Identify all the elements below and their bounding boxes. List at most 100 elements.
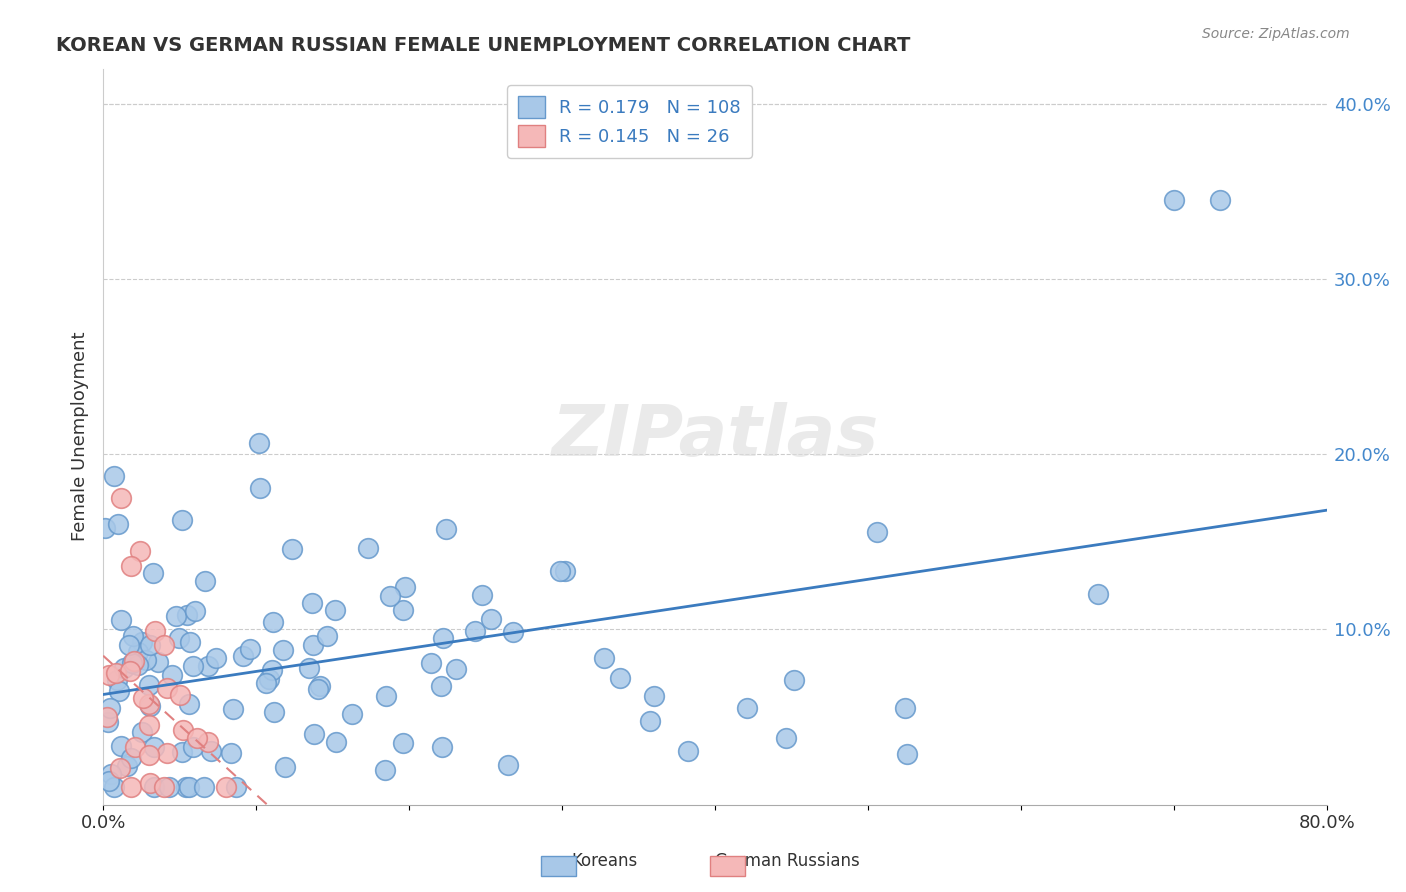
Point [146,656,169,670]
Point [434,523,457,537]
Point [391,603,413,617]
Point [239,641,262,656]
Point [374,689,396,703]
Point [309,680,332,694]
Point [357,541,380,555]
Point [108,761,131,775]
Point [169,688,191,702]
Point [298,661,321,675]
Point [97,668,120,682]
Point [105,665,128,680]
Point [121,656,143,670]
Point [132,690,155,705]
Point [1163,193,1185,207]
Point [257,672,280,686]
Point [98,773,121,788]
Point [100,700,122,714]
Point [100,767,122,781]
Point [260,664,283,678]
Point [430,740,453,755]
Point [271,643,294,657]
Point [392,736,415,750]
Point [307,682,329,697]
Point [138,678,160,692]
Point [866,524,889,539]
Point [197,659,219,673]
Point [186,731,208,745]
Point [122,629,145,643]
Point [153,638,176,652]
Point [138,698,160,712]
Point [139,638,162,652]
Point [122,654,145,668]
Point [444,662,467,676]
Text: German Russians: German Russians [716,852,859,870]
Point [374,764,396,778]
Point [143,624,166,639]
Point [222,702,245,716]
Point [120,559,142,574]
Point [97,715,120,730]
Point [103,780,125,794]
Point [301,638,323,652]
Point [502,625,524,640]
Point [157,780,180,794]
Point [323,603,346,617]
Point [176,780,198,794]
Point [105,673,128,687]
Point [219,746,242,760]
Point [554,564,576,578]
Point [176,607,198,622]
Point [193,780,215,794]
Point [783,673,806,687]
Point [274,760,297,774]
Y-axis label: Female Unemployment: Female Unemployment [72,332,89,541]
Point [183,740,205,755]
Point [118,639,141,653]
Point [342,706,364,721]
Point [548,565,571,579]
Point [127,657,149,672]
Point [177,697,200,711]
Point [254,676,277,690]
Point [232,649,254,664]
Point [143,739,166,754]
Point [165,609,187,624]
Text: KOREAN VS GERMAN RUSSIAN FEMALE UNEMPLOYMENT CORRELATION CHART: KOREAN VS GERMAN RUSSIAN FEMALE UNEMPLOY… [56,36,911,54]
Point [225,780,247,794]
Point [156,681,179,695]
Point [96,710,118,724]
Point [172,745,194,759]
Point [112,661,135,675]
Point [735,700,758,714]
Point [103,468,125,483]
Point [420,656,443,670]
Point [93,521,115,535]
Point [1209,193,1232,207]
Point [118,665,141,679]
Text: ZIPatlas: ZIPatlas [551,402,879,471]
Point [184,604,207,618]
Point [127,644,149,658]
Point [643,689,665,703]
Point [160,668,183,682]
Point [430,679,453,693]
Point [301,596,323,610]
Point [131,724,153,739]
Point [593,650,616,665]
Point [479,612,502,626]
Point [609,671,631,685]
Point [172,513,194,527]
Point [120,780,142,794]
Point [205,651,228,665]
Point [110,491,132,505]
Point [302,726,325,740]
Point [138,698,160,713]
Point [131,635,153,649]
Point [177,780,200,794]
Point [142,566,165,580]
Point [1087,586,1109,600]
Point [183,659,205,673]
Point [179,634,201,648]
Point [120,750,142,764]
